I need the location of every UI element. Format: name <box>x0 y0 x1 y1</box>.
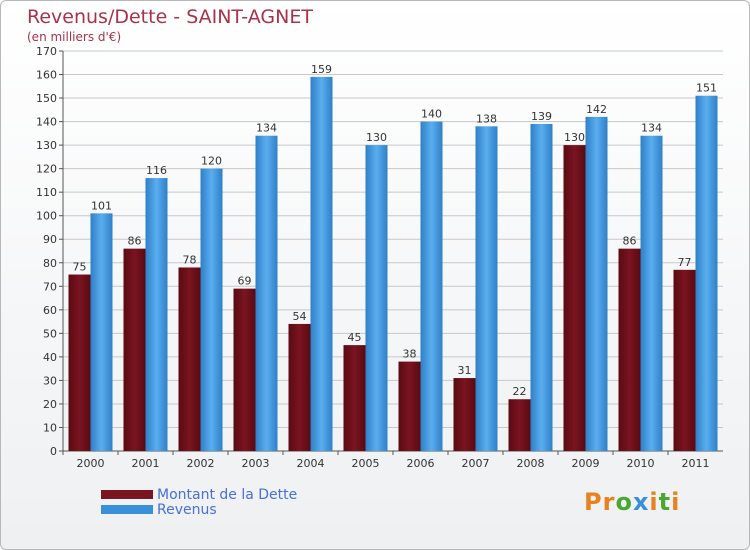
y-tick-label: 80 <box>43 257 57 270</box>
data-label-revenus: 134 <box>256 122 277 135</box>
logo-letter: t <box>658 488 672 516</box>
bar-revenus <box>90 213 113 451</box>
legend-label-dette: Montant de la Dette <box>157 486 298 503</box>
data-label-dette: 86 <box>128 235 142 248</box>
x-tick-label: 2004 <box>297 457 325 470</box>
data-label-revenus: 142 <box>586 103 607 116</box>
x-tick-label: 2010 <box>627 457 655 470</box>
bar-revenus <box>420 121 443 452</box>
legend: Montant de la Dette Revenus <box>101 486 298 518</box>
y-tick-label: 20 <box>43 398 57 411</box>
data-label-revenus: 101 <box>91 199 112 212</box>
x-tick-label: 2005 <box>352 457 380 470</box>
y-tick-label: 130 <box>36 139 57 152</box>
bar-dette <box>508 399 531 451</box>
y-tick-label: 120 <box>36 163 57 176</box>
data-label-revenus: 130 <box>366 131 387 144</box>
data-label-dette: 130 <box>564 131 585 144</box>
x-tick-label: 2002 <box>187 457 215 470</box>
data-label-dette: 45 <box>348 331 362 344</box>
data-label-dette: 54 <box>293 310 307 323</box>
bar-revenus <box>200 168 223 451</box>
data-label-dette: 77 <box>678 256 692 269</box>
chart-title: Revenus/Dette - SAINT-AGNET <box>27 6 313 28</box>
data-label-revenus: 116 <box>146 164 167 177</box>
bar-revenus <box>475 126 498 451</box>
x-tick-label: 2008 <box>517 457 545 470</box>
bar-dette <box>288 323 311 451</box>
x-tick-label: 2006 <box>407 457 435 470</box>
x-tick-label: 2011 <box>682 457 710 470</box>
data-label-dette: 38 <box>403 348 417 361</box>
y-tick-label: 170 <box>36 45 57 58</box>
data-label-revenus: 120 <box>201 155 222 168</box>
legend-swatch-dette <box>101 490 153 499</box>
bar-revenus <box>365 145 388 451</box>
y-tick-label: 100 <box>36 210 57 223</box>
data-label-revenus: 159 <box>311 63 332 76</box>
y-tick-label: 160 <box>36 69 57 82</box>
bar-dette <box>453 378 476 451</box>
bar-dette <box>673 269 696 451</box>
data-label-dette: 69 <box>238 275 252 288</box>
legend-label-revenus: Revenus <box>157 501 217 518</box>
legend-item-revenus: Revenus <box>101 501 297 518</box>
bar-dette <box>398 361 421 451</box>
x-tick-label: 2000 <box>77 457 105 470</box>
bar-revenus <box>145 178 168 451</box>
y-tick-label: 90 <box>43 233 57 246</box>
bar-dette <box>618 248 641 451</box>
legend-swatch-revenus <box>101 505 153 514</box>
bar-revenus <box>255 135 278 452</box>
y-tick-label: 150 <box>36 92 57 105</box>
logo-letter: r <box>602 488 616 516</box>
x-tick-label: 2003 <box>242 457 270 470</box>
chart-subtitle: (en milliers d'€) <box>27 30 122 44</box>
y-tick-label: 70 <box>43 280 57 293</box>
x-tick-label: 2001 <box>132 457 160 470</box>
y-tick-label: 110 <box>36 186 57 199</box>
y-tick-label: 60 <box>43 304 57 317</box>
y-tick-label: 30 <box>43 374 57 387</box>
proxiti-logo: Proxiti <box>584 488 680 516</box>
x-tick-label: 2009 <box>572 457 600 470</box>
y-tick-label: 10 <box>43 421 57 434</box>
bar-revenus <box>640 135 663 452</box>
y-tick-label: 140 <box>36 116 57 129</box>
y-tick-label: 40 <box>43 351 57 364</box>
logo-letter: P <box>584 488 603 516</box>
y-tick-label: 0 <box>50 445 57 458</box>
data-label-revenus: 134 <box>641 122 662 135</box>
logo-letter: i <box>671 488 681 516</box>
bar-revenus <box>585 116 608 451</box>
x-tick-label: 2007 <box>462 457 490 470</box>
bar-revenus <box>530 123 553 452</box>
data-label-dette: 86 <box>623 235 637 248</box>
bar-dette <box>68 274 91 451</box>
data-label-revenus: 138 <box>476 112 497 125</box>
data-label-dette: 75 <box>73 261 87 274</box>
bar-revenus <box>310 76 333 451</box>
bar-dette <box>343 345 366 451</box>
data-label-revenus: 140 <box>421 108 442 121</box>
logo-letter: x <box>632 488 650 516</box>
bar-dette <box>233 288 256 451</box>
bar-dette <box>123 248 146 451</box>
data-label-revenus: 151 <box>696 82 717 95</box>
data-label-dette: 78 <box>183 253 197 266</box>
logo-letter: o <box>615 488 633 516</box>
bar-dette <box>563 145 586 451</box>
logo-letter: i <box>649 488 659 516</box>
y-tick-label: 50 <box>43 327 57 340</box>
data-label-revenus: 139 <box>531 110 552 123</box>
data-label-dette: 31 <box>458 364 472 377</box>
bar-dette <box>178 267 201 451</box>
data-label-dette: 22 <box>513 385 527 398</box>
legend-item-dette: Montant de la Dette <box>101 486 298 503</box>
bar-revenus <box>695 95 718 452</box>
